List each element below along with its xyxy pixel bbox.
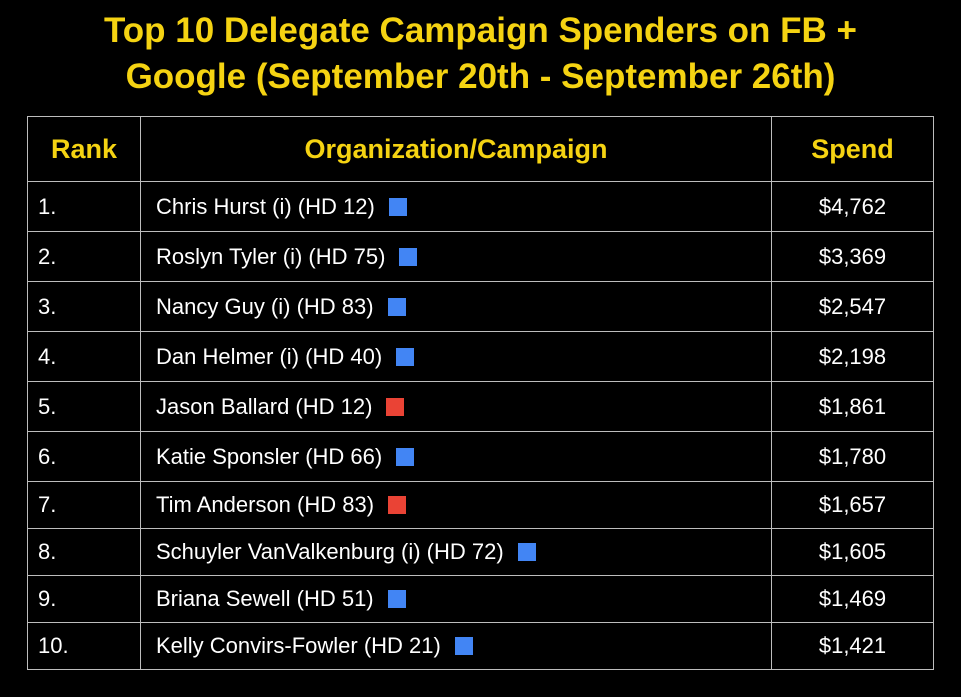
rank-cell: 10. xyxy=(27,622,141,670)
table-row: 6. Katie Sponsler (HD 66) $1,780 xyxy=(27,431,934,482)
blue-party-marker xyxy=(396,447,415,466)
table-row: 4. Dan Helmer (i) (HD 40) $2,198 xyxy=(27,331,934,382)
campaign-name: Briana Sewell (HD 51) xyxy=(156,586,374,611)
organization-cell: Schuyler VanValkenburg (i) (HD 72) xyxy=(140,528,772,576)
organization-cell: Dan Helmer (i) (HD 40) xyxy=(140,331,772,382)
table-row: 5. Jason Ballard (HD 12) $1,861 xyxy=(27,381,934,432)
rank-cell: 4. xyxy=(27,331,141,382)
organization-cell: Kelly Convirs-Fowler (HD 21) xyxy=(140,622,772,670)
chart-title-line-1: Top 10 Delegate Campaign Spenders on FB … xyxy=(104,11,857,50)
blue-party-marker xyxy=(454,637,473,655)
table-row: 3. Nancy Guy (i) (HD 83) $2,547 xyxy=(27,281,934,332)
column-header-rank: Rank xyxy=(27,116,141,182)
rank-cell: 3. xyxy=(27,281,141,332)
column-header-spend: Spend xyxy=(771,116,934,182)
organization-cell: Briana Sewell (HD 51) xyxy=(140,575,772,623)
campaign-name: Roslyn Tyler (i) (HD 75) xyxy=(156,243,386,269)
blue-party-marker xyxy=(396,347,415,366)
organization-cell: Katie Sponsler (HD 66) xyxy=(140,431,772,482)
spend-cell: $1,605 xyxy=(771,528,934,576)
rank-cell: 9. xyxy=(27,575,141,623)
rank-cell: 2. xyxy=(27,231,141,282)
campaign-name: Chris Hurst (i) (HD 12) xyxy=(156,193,375,219)
campaign-name: Tim Anderson (HD 83) xyxy=(156,492,375,517)
campaign-name: Kelly Convirs-Fowler (HD 21) xyxy=(156,633,441,658)
blue-party-marker xyxy=(387,590,406,608)
chart-title: Top 10 Delegate Campaign Spenders on FB … xyxy=(0,8,961,100)
red-party-marker xyxy=(388,496,407,514)
rank-cell: 1. xyxy=(27,181,141,232)
organization-cell: Roslyn Tyler (i) (HD 75) xyxy=(140,231,772,282)
chart-title-line-2: Google (September 20th - September 26th) xyxy=(125,57,836,96)
spend-cell: $1,469 xyxy=(771,575,934,623)
rank-cell: 6. xyxy=(27,431,141,482)
spend-cell: $1,657 xyxy=(771,481,934,529)
rank-cell: 5. xyxy=(27,381,141,432)
blue-party-marker xyxy=(517,543,536,561)
campaign-name: Schuyler VanValkenburg (i) (HD 72) xyxy=(156,539,504,564)
organization-cell: Tim Anderson (HD 83) xyxy=(140,481,772,529)
table-row: 2. Roslyn Tyler (i) (HD 75) $3,369 xyxy=(27,231,934,282)
red-party-marker xyxy=(386,397,405,416)
rank-cell: 8. xyxy=(27,528,141,576)
table-row: 7. Tim Anderson (HD 83) $1,657 xyxy=(27,481,934,529)
organization-cell: Nancy Guy (i) (HD 83) xyxy=(140,281,772,332)
table-row: 9. Briana Sewell (HD 51) $1,469 xyxy=(27,575,934,623)
blue-party-marker xyxy=(399,247,418,266)
campaign-name: Dan Helmer (i) (HD 40) xyxy=(156,343,383,369)
spend-cell: $1,861 xyxy=(771,381,934,432)
organization-cell: Chris Hurst (i) (HD 12) xyxy=(140,181,772,232)
table-row: 10. Kelly Convirs-Fowler (HD 21) $1,421 xyxy=(27,622,934,670)
spend-cell: $4,762 xyxy=(771,181,934,232)
campaign-name: Jason Ballard (HD 12) xyxy=(156,393,373,419)
campaign-name: Katie Sponsler (HD 66) xyxy=(156,443,383,469)
spend-table: Rank Organization/Campaign Spend 1. Chris… xyxy=(27,116,934,670)
table-row: 1. Chris Hurst (i) (HD 12) $4,762 xyxy=(27,181,934,232)
spend-cell: $1,421 xyxy=(771,622,934,670)
table-row: 8. Schuyler VanValkenburg (i) (HD 72) $1,6… xyxy=(27,528,934,576)
campaign-name: Nancy Guy (i) (HD 83) xyxy=(156,293,374,319)
table-header-row: Rank Organization/Campaign Spend xyxy=(27,116,934,182)
spend-cell: $3,369 xyxy=(771,231,934,282)
rank-cell: 7. xyxy=(27,481,141,529)
spend-cell: $1,780 xyxy=(771,431,934,482)
blue-party-marker xyxy=(387,297,406,316)
spend-cell: $2,547 xyxy=(771,281,934,332)
blue-party-marker xyxy=(388,197,407,216)
column-header-organization: Organization/Campaign xyxy=(140,116,772,182)
organization-cell: Jason Ballard (HD 12) xyxy=(140,381,772,432)
table-body: 1. Chris Hurst (i) (HD 12) $4,762 2. Roslyn … xyxy=(27,181,934,670)
spend-cell: $2,198 xyxy=(771,331,934,382)
